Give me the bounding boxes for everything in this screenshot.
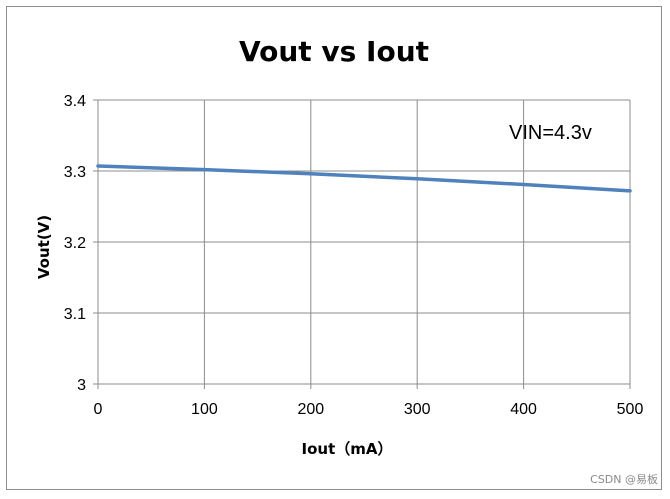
y-tick-label: 3.3	[64, 164, 86, 181]
y-axis-label: Vout(V)	[35, 215, 53, 279]
chart-title: Vout vs Iout	[239, 35, 429, 68]
watermark: CSDN @易板	[590, 473, 658, 486]
y-tick-label: 3.1	[64, 306, 86, 323]
series-line	[96, 164, 632, 193]
axes	[93, 99, 631, 389]
x-tick-label: 500	[617, 401, 644, 418]
x-tick-label: 400	[510, 401, 537, 418]
x-tick-labels: 0 100 200 300 400 500	[94, 401, 644, 418]
grid	[98, 99, 631, 384]
y-tick-label: 3	[77, 377, 86, 394]
y-tick-label: 3.4	[64, 93, 86, 110]
x-tick-label: 100	[191, 401, 218, 418]
y-tick-label: 3.2	[64, 235, 86, 252]
x-tick-label: 200	[297, 401, 324, 418]
chart-frame: Vout vs Iout 0 100 200 300 400 500 3 3.1 3.2 3.3…	[6, 6, 662, 490]
x-axis-label: Iout（mA）	[302, 440, 393, 458]
chart: Vout vs Iout 0 100 200 300 400 500 3 3.1 3.2 3.3…	[35, 35, 644, 458]
vin-annotation: VIN=4.3v	[509, 122, 592, 144]
series-group	[96, 164, 632, 193]
y-tick-labels: 3 3.1 3.2 3.3 3.4	[64, 93, 86, 394]
x-tick-label: 300	[404, 401, 431, 418]
x-tick-label: 0	[94, 401, 103, 418]
